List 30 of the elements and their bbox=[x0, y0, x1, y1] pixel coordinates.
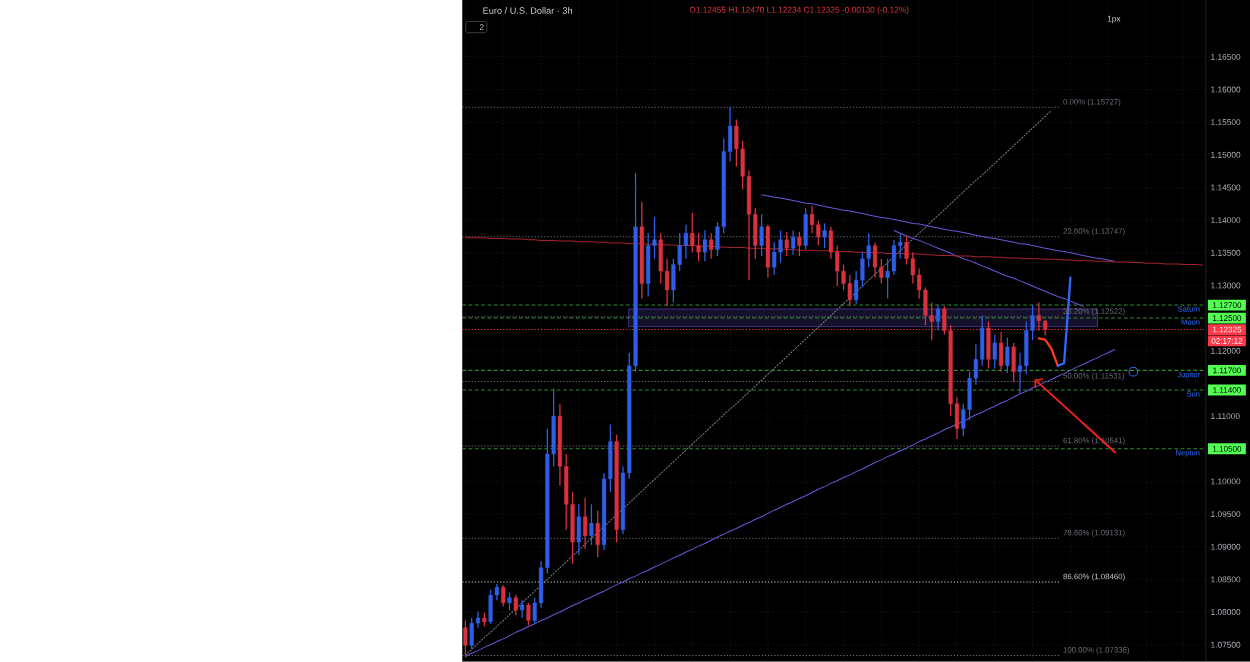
candlestick bbox=[822, 222, 827, 249]
candlestick bbox=[520, 599, 525, 619]
candlestick bbox=[463, 620, 468, 656]
candlestick bbox=[690, 212, 695, 253]
candlestick bbox=[709, 232, 714, 260]
candlestick bbox=[595, 510, 600, 558]
candlestick bbox=[589, 503, 594, 546]
candlestick bbox=[986, 320, 991, 370]
candlestick bbox=[872, 241, 878, 279]
candlestick bbox=[759, 213, 764, 257]
candlestick bbox=[784, 231, 789, 257]
candlestick bbox=[992, 333, 997, 370]
candlestick bbox=[526, 602, 531, 626]
candlestick bbox=[583, 497, 588, 550]
candlestick bbox=[791, 230, 796, 256]
line-series bbox=[1037, 337, 1059, 368]
candlestick bbox=[576, 503, 581, 556]
candlestick bbox=[702, 230, 707, 263]
candlestick bbox=[1011, 342, 1016, 383]
candlestick bbox=[803, 207, 808, 251]
candlestick bbox=[999, 331, 1004, 373]
candlestick bbox=[469, 617, 474, 651]
candlestick bbox=[797, 231, 802, 257]
candlestick bbox=[501, 584, 506, 607]
candlestick bbox=[765, 224, 770, 279]
candlestick bbox=[935, 304, 941, 332]
candlestick bbox=[1005, 337, 1010, 374]
candlestick bbox=[1036, 301, 1041, 332]
candlestick bbox=[488, 589, 493, 625]
candlestick bbox=[513, 594, 518, 617]
